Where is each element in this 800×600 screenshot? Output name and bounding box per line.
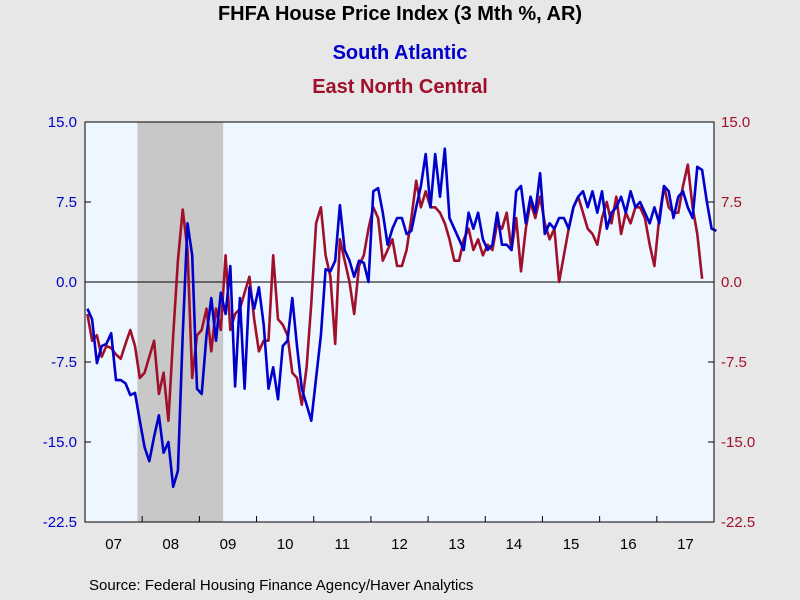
x-tick-label: 16	[620, 536, 637, 553]
x-tick-label: 12	[391, 536, 408, 553]
x-tick-label: 11	[335, 536, 351, 553]
right-y-axis: 15.0 7.5 0.0 -7.5 -15.0 -22.5	[708, 114, 755, 531]
source-note: Source: Federal Housing Finance Agency/H…	[89, 577, 474, 594]
legend-east-north-central: East North Central	[312, 76, 488, 98]
x-axis: 07 08 09 10 11 12 13 14 15 16 17	[105, 516, 694, 553]
x-tick-label: 13	[448, 536, 465, 553]
y-tick-label-left: 7.5	[56, 194, 77, 211]
y-tick-label-left: 0.0	[56, 274, 77, 291]
y-tick-label-right: 7.5	[721, 194, 742, 211]
legend-south-atlantic: South Atlantic	[332, 42, 468, 64]
series-line-south-atlantic	[86, 147, 717, 489]
x-tick-label: 17	[677, 536, 694, 553]
y-tick-label-right: -22.5	[721, 514, 755, 531]
series-group	[86, 147, 717, 489]
x-tick-label: 07	[105, 536, 122, 553]
x-tick-label: 09	[220, 536, 237, 553]
left-y-axis: 15.0 7.5 0.0 -7.5 -15.0 -22.5	[43, 114, 91, 531]
y-tick-label-left: -15.0	[43, 434, 77, 451]
y-tick-label-right: 0.0	[721, 274, 742, 291]
chart-title: FHFA House Price Index (3 Mth %, AR)	[217, 3, 583, 25]
y-tick-label-right: -15.0	[721, 434, 755, 451]
y-tick-label-left: -7.5	[51, 354, 77, 371]
y-tick-label-right: -7.5	[721, 354, 747, 371]
x-tick-label: 14	[506, 536, 523, 553]
series-line-east-north-central	[86, 163, 704, 423]
x-tick-label: 15	[563, 536, 580, 553]
y-tick-label-left: 15.0	[48, 114, 77, 131]
x-tick-label: 08	[162, 536, 179, 553]
x-tick-label: 10	[277, 536, 294, 553]
plot-frame	[84, 121, 715, 523]
y-tick-label-left: -22.5	[43, 514, 77, 531]
y-tick-label-right: 15.0	[721, 114, 750, 131]
